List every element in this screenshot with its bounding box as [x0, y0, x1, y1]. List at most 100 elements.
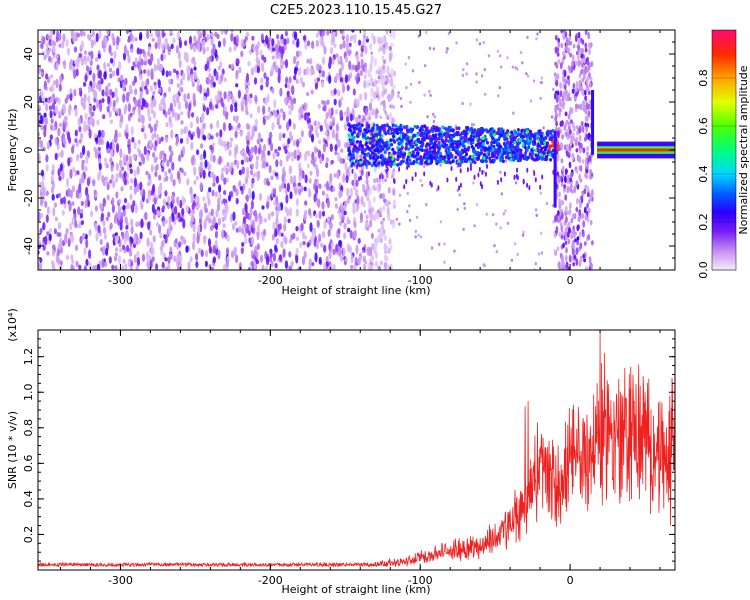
heat-cell — [365, 179, 369, 185]
heat-cell — [141, 80, 145, 91]
snr-panel: -300 -200 -100 00.20.40.60.81.01.2 Height o… — [6, 308, 676, 596]
heat-cell — [356, 140, 359, 144]
heat-cell — [498, 144, 502, 149]
heat-cell — [540, 76, 543, 80]
heat-cell — [138, 112, 142, 118]
heat-cell — [65, 228, 69, 235]
heat-cell — [355, 76, 360, 85]
heat-cell — [364, 128, 368, 132]
heat-cell — [135, 221, 139, 228]
heat-cell — [406, 137, 410, 141]
heat-cell — [469, 102, 472, 106]
heat-cell — [433, 147, 437, 151]
x-tick-label: -100 — [408, 274, 433, 287]
heat-cell — [321, 100, 325, 105]
heat-cell — [123, 107, 127, 115]
heat-cell — [325, 162, 329, 169]
heat-cell — [563, 84, 567, 90]
figure-title: C2E5.2023.110.15.45.G27 — [270, 3, 442, 18]
heat-cell — [164, 218, 168, 224]
heat-cell — [310, 124, 314, 132]
heat-cell — [102, 114, 106, 120]
heat-cell — [88, 51, 92, 56]
heat-cell — [52, 207, 56, 217]
heat-cell — [577, 141, 581, 147]
heat-cell — [95, 57, 99, 62]
heat-cell — [573, 185, 577, 194]
heat-cell — [392, 199, 396, 205]
heat-cell — [587, 199, 591, 204]
heat-cell — [203, 235, 207, 245]
heat-cell — [104, 261, 108, 268]
heat-cell — [375, 177, 379, 183]
colorbar: 0.00.20.40.60.8 Normalized spectral ampl… — [697, 29, 750, 279]
heat-cell — [176, 200, 181, 206]
heat-cell — [107, 82, 111, 87]
heat-cell — [261, 205, 265, 210]
heat-cell — [152, 97, 156, 107]
heat-cell — [581, 159, 585, 164]
heat-cell — [417, 34, 421, 38]
heat-cell — [174, 93, 179, 98]
heat-cell — [288, 251, 292, 258]
heat-cell — [352, 184, 357, 191]
heat-cell — [569, 177, 572, 183]
heat-cell — [253, 209, 257, 217]
heat-cell — [149, 103, 153, 108]
heat-cell — [569, 52, 572, 58]
heat-cell — [556, 52, 560, 57]
heat-cell — [103, 71, 107, 80]
heat-cell — [77, 117, 81, 127]
heat-cell — [172, 68, 177, 74]
heat-cell — [463, 202, 466, 206]
heat-cell — [288, 265, 293, 270]
heat-cell — [574, 95, 577, 102]
heat-cell — [141, 114, 145, 125]
heat-cell — [450, 143, 454, 148]
heat-cell — [96, 99, 100, 109]
heat-cell — [370, 132, 374, 136]
heat-cell — [145, 102, 149, 108]
heat-cell — [208, 55, 213, 62]
heat-cell — [549, 158, 553, 162]
heat-cell — [578, 128, 582, 134]
heat-cell — [204, 63, 208, 72]
heat-cell — [307, 122, 311, 130]
heat-cell — [318, 256, 322, 265]
heat-cell — [83, 81, 87, 87]
heat-cell — [192, 240, 196, 251]
heat-cell — [158, 87, 162, 94]
heat-cell — [388, 52, 392, 60]
heat-cell — [270, 65, 274, 76]
heat-cell — [525, 148, 529, 152]
heat-cell — [122, 204, 126, 211]
heat-cell — [485, 212, 488, 216]
heat-cell — [401, 159, 405, 164]
heat-cell — [572, 225, 575, 231]
heat-cell — [458, 193, 461, 197]
heat-cell — [484, 159, 488, 164]
heat-cell — [584, 30, 588, 36]
heat-cell — [559, 62, 563, 70]
heat-cell — [177, 113, 181, 121]
heat-cell — [106, 62, 111, 68]
heat-cell — [220, 30, 224, 35]
heat-cell — [203, 219, 207, 230]
heat-cell — [188, 130, 192, 138]
heat-cell — [260, 77, 264, 84]
heat-cell — [473, 149, 477, 154]
heat-cell — [276, 34, 280, 40]
heat-cell — [382, 45, 386, 55]
heat-cell — [569, 41, 573, 46]
heat-cell — [338, 68, 342, 78]
heat-cell — [58, 175, 62, 181]
heat-cell — [260, 84, 264, 91]
heat-cell — [83, 120, 87, 127]
heat-cell — [388, 238, 392, 245]
heat-cell — [354, 256, 358, 266]
heat-cell — [292, 139, 296, 147]
heat-cell — [40, 71, 44, 76]
heat-cell — [80, 200, 84, 206]
heat-cell — [349, 135, 353, 140]
heat-cell — [238, 66, 242, 74]
